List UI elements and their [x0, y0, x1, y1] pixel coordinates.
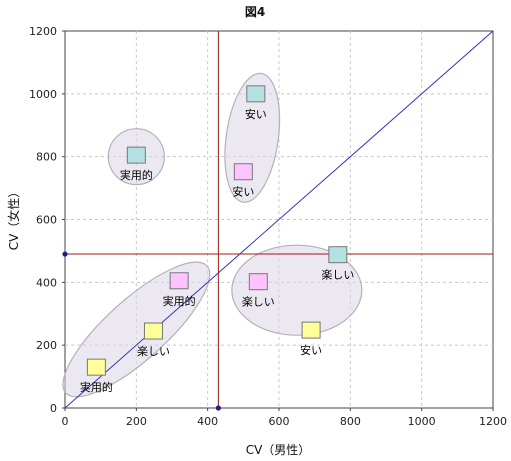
data-point-label: 安い	[232, 185, 254, 199]
y-tick-label: 600	[36, 214, 57, 227]
x-tick-label: 200	[126, 415, 147, 428]
data-point	[86, 358, 106, 376]
data-point-label: 安い	[300, 343, 322, 357]
x-tick-label: 1000	[408, 415, 436, 428]
y-axis-label: CV（女性）	[6, 186, 21, 251]
x-tick-label: 600	[269, 415, 290, 428]
data-point-label: 実用的	[120, 168, 153, 182]
diagonal-line	[64, 30, 494, 409]
y-tick-label: 1000	[29, 88, 57, 101]
data-point	[248, 273, 268, 291]
y-tick-label: 1200	[29, 25, 57, 38]
x-axis-label: CV（男性）	[246, 443, 311, 457]
x-tick-label: 1200	[479, 415, 507, 428]
data-point	[328, 246, 348, 264]
data-point	[126, 146, 146, 164]
data-point	[301, 321, 321, 339]
x-tick-label: 400	[197, 415, 218, 428]
data-point-label: 楽しい	[242, 296, 275, 309]
y-tick-label: 800	[36, 151, 57, 164]
chart-title: 図4	[245, 5, 265, 19]
plot-area: 0 200 400 600 800 1000 1200 0 200 400 600 800 1000 12…	[29, 25, 507, 428]
y-reference-marker	[62, 251, 68, 257]
data-point	[233, 163, 253, 181]
data-point	[169, 272, 189, 290]
y-tick-label: 0	[50, 402, 57, 415]
data-point	[143, 322, 163, 340]
data-point-label: 楽しい	[137, 345, 170, 358]
data-point-label: 実用的	[163, 294, 196, 308]
data-point	[246, 85, 266, 103]
data-point-label: 楽しい	[321, 269, 354, 282]
x-reference-marker	[215, 405, 221, 411]
y-tick-label: 400	[36, 276, 57, 289]
x-tick-label: 800	[340, 415, 361, 428]
data-point-label: 実用的	[80, 380, 113, 394]
y-tick-label: 200	[36, 339, 57, 352]
group-ellipse	[231, 244, 363, 336]
x-tick-label: 0	[62, 415, 69, 428]
data-point-label: 安い	[245, 107, 267, 121]
